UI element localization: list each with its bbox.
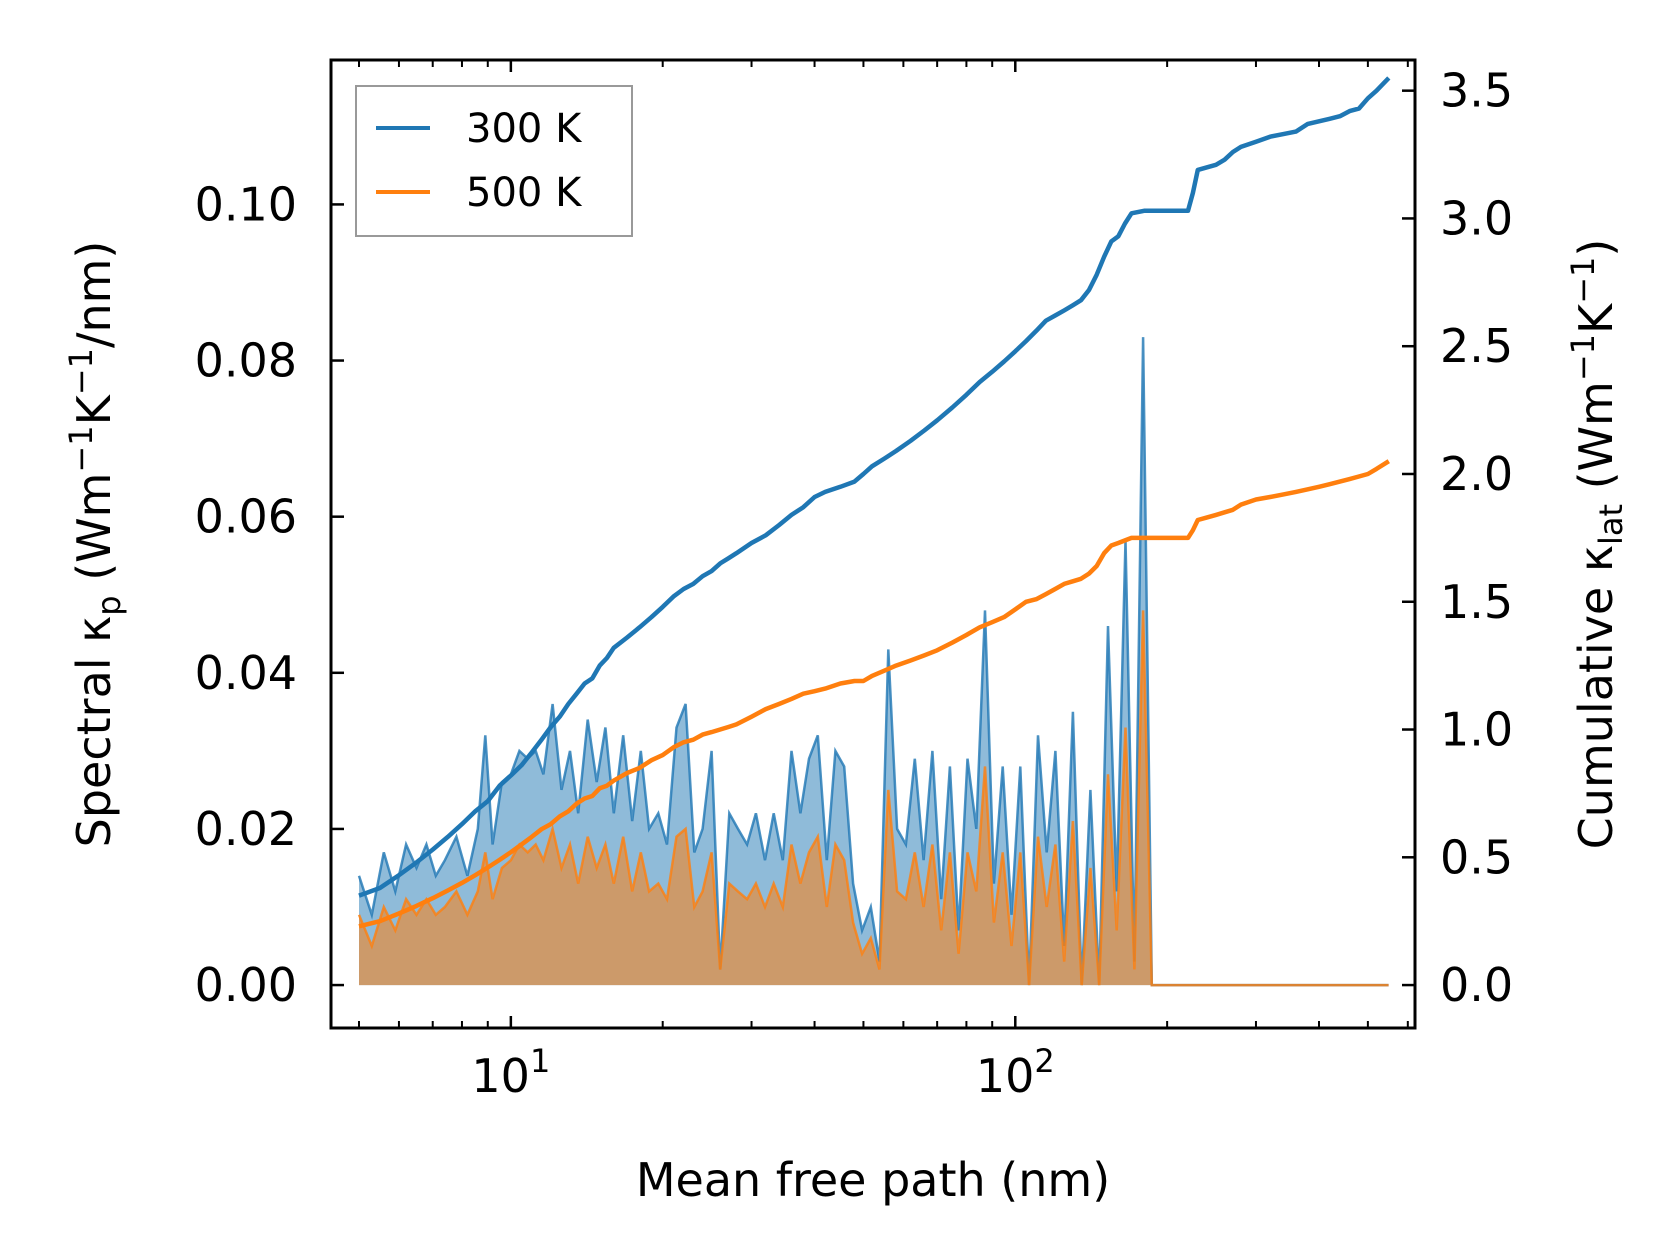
y-right-tick-label: 2.0 [1440, 447, 1513, 501]
y-right-tick-label: 1.5 [1440, 575, 1513, 629]
y-left-tick-label: 0.02 [195, 802, 297, 856]
ylabel-left-sub: p [90, 595, 128, 615]
legend-label-300k: 300 K [466, 106, 583, 152]
ylabel-left-tail: /nm) [67, 241, 121, 348]
spectral-line-500k [357, 610, 1389, 987]
ylabel-right-unit: (Wm [1569, 381, 1623, 489]
x-axis-label: Mean free path (nm) [636, 1153, 1110, 1207]
ylabel-left-exp1: −1 [62, 425, 100, 472]
cumulative-line-500k [358, 459, 1390, 929]
ylabel-left-unit: (Wm [67, 473, 121, 581]
ylabel-left-mid: K [67, 393, 121, 425]
ticks-layer: 101 102 0.00 0.02 0.04 0.06 0.08 0.10 0.0 0.5 1.0 1… [195, 60, 1513, 1103]
plot-frame [329, 58, 1417, 1030]
cumulative-line-300k [358, 76, 1391, 898]
ylabel-right-prefix: Cumulative κ [1569, 545, 1623, 849]
y-right-tick-label: 0.0 [1440, 958, 1513, 1012]
y-left-tick-label: 0.06 [195, 490, 297, 544]
y-left-tick-label: 0.04 [195, 646, 297, 700]
y-right-tick-label: 2.5 [1440, 319, 1513, 373]
y-left-tick-label: 0.10 [195, 177, 297, 231]
ylabel-right-exp2: −1 [1564, 257, 1602, 304]
y-right-tick-label: 3.0 [1440, 191, 1513, 245]
ylabel-left-exp2: −1 [62, 348, 100, 395]
y-left-tick-label: 0.00 [195, 958, 297, 1012]
legend: 300 K 500 K [355, 85, 633, 237]
x-tick-label: 102 [976, 1042, 1055, 1103]
x-tick-label: 101 [471, 1042, 550, 1103]
ylabel-right-mid: K [1569, 302, 1623, 334]
legend-label-500k: 500 K [466, 170, 583, 216]
ylabel-right-tail: ) [1569, 239, 1623, 257]
y-right-tick-label: 0.5 [1440, 830, 1513, 884]
y-right-tick-label: 1.0 [1440, 703, 1513, 757]
series-layer [357, 76, 1391, 987]
legend-box [355, 85, 633, 237]
y-axis-label-right: Cumulative κlat (Wm−1K−1) [1564, 239, 1630, 850]
y-axis-label-left: Spectral κp (Wm−1K−1/nm) [62, 241, 128, 848]
y-left-tick-label: 0.08 [195, 334, 297, 388]
y-right-tick-label: 3.5 [1440, 64, 1513, 118]
ylabel-left-prefix: Spectral κ [67, 616, 121, 848]
ylabel-right-exp1: −1 [1564, 334, 1602, 381]
ylabel-right-sub: lat [1592, 504, 1630, 545]
